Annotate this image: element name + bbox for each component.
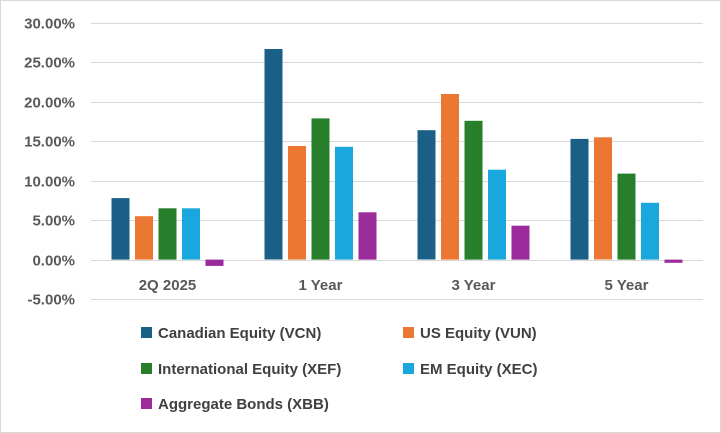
bar bbox=[182, 208, 200, 260]
legend-label: Aggregate Bonds (XBB) bbox=[158, 396, 329, 413]
bar bbox=[570, 138, 589, 260]
bar bbox=[288, 146, 306, 260]
bar bbox=[311, 118, 330, 260]
legend-swatch bbox=[403, 327, 414, 338]
x-tick-label: 2Q 2025 bbox=[139, 277, 197, 294]
bar bbox=[205, 259, 224, 266]
y-tick-label: 20.00% bbox=[24, 95, 75, 112]
y-tick-label: 5.00% bbox=[32, 213, 75, 230]
legend-swatch bbox=[141, 363, 152, 374]
x-tick-label: 3 Year bbox=[452, 277, 496, 294]
x-tick-label: 5 Year bbox=[605, 277, 649, 294]
bar bbox=[441, 94, 459, 260]
bar bbox=[135, 216, 153, 260]
legend-label: International Equity (XEF) bbox=[158, 361, 341, 378]
bar bbox=[641, 202, 659, 260]
legend-swatch bbox=[141, 327, 152, 338]
x-tick-label: 1 Year bbox=[299, 277, 343, 294]
bar bbox=[111, 198, 130, 260]
y-tick-label: 25.00% bbox=[24, 55, 75, 72]
y-tick-label: 15.00% bbox=[24, 134, 75, 151]
y-tick-label: 0.00% bbox=[32, 253, 75, 270]
bar bbox=[664, 259, 683, 263]
legend-swatch bbox=[141, 398, 152, 409]
bar bbox=[358, 212, 377, 260]
bar bbox=[488, 169, 506, 260]
y-tick-label: -5.00% bbox=[27, 292, 75, 309]
bar bbox=[594, 137, 612, 260]
legend-swatch bbox=[403, 363, 414, 374]
y-tick-label: 30.00% bbox=[24, 16, 75, 33]
bar bbox=[158, 208, 177, 260]
bar bbox=[511, 225, 530, 260]
bar bbox=[335, 146, 353, 260]
legend-label: EM Equity (XEC) bbox=[420, 361, 538, 378]
bar bbox=[464, 120, 483, 260]
bar bbox=[617, 173, 636, 260]
bar bbox=[264, 49, 283, 260]
bar bbox=[417, 130, 436, 260]
legend-label: Canadian Equity (VCN) bbox=[158, 325, 321, 342]
legend-label: US Equity (VUN) bbox=[420, 325, 537, 342]
y-tick-label: 10.00% bbox=[24, 174, 75, 191]
